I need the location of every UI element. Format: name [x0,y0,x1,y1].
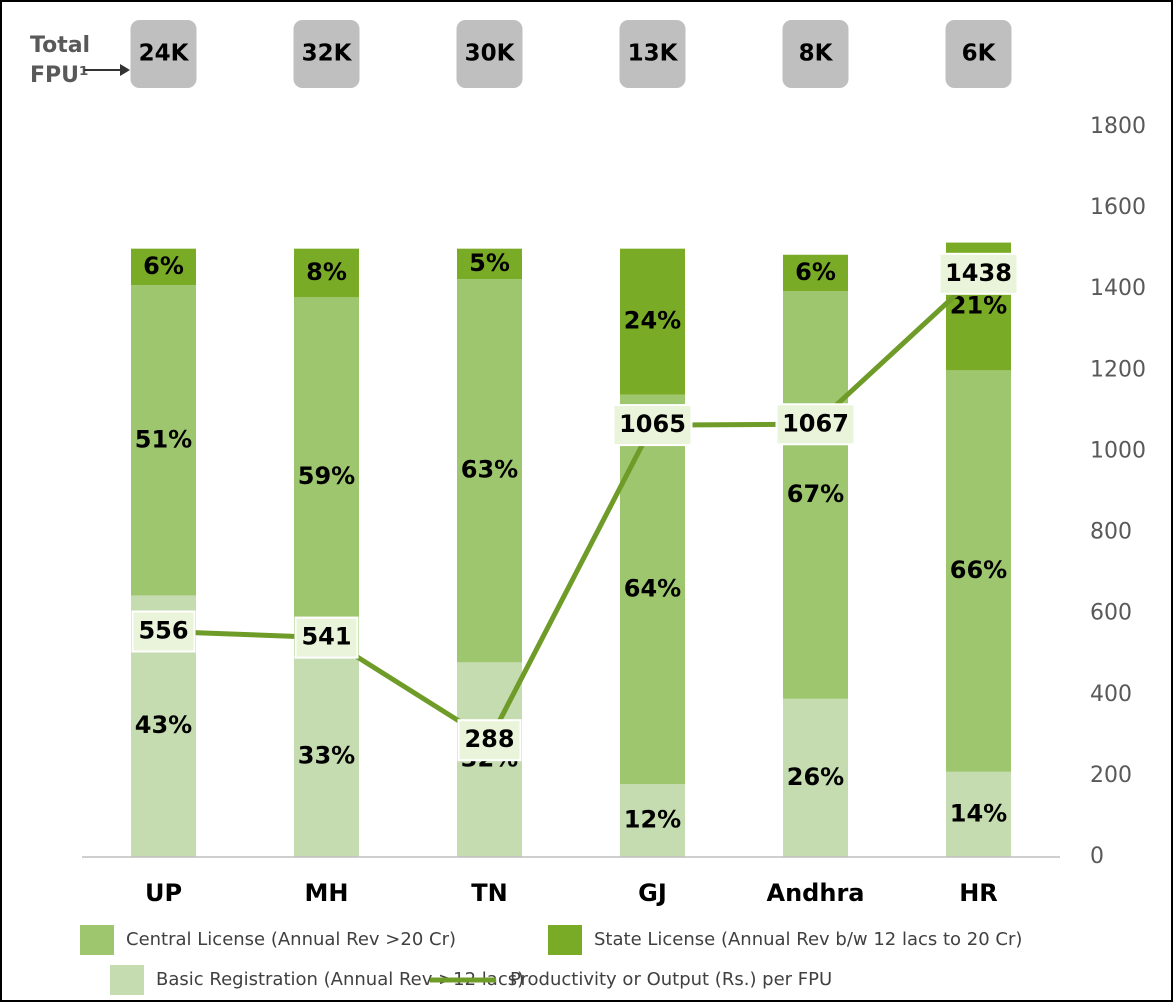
line-label-box [612,404,693,447]
fpu-box [619,20,686,88]
y2-tick-label: 800 [1090,520,1132,545]
legend-label: State License (Annual Rev b/w 12 lacs to… [594,929,1022,950]
bar-segment [294,248,359,298]
bar-segment [783,291,848,699]
line-label-box [457,719,522,762]
x-tick-label: MH [305,879,349,907]
y2-tick-label: 0 [1090,844,1104,869]
line-label-box [938,252,1019,295]
bar-label: 51% [135,425,192,453]
y2-tick-label: 1800 [1090,114,1146,139]
fpu-title: FPU¹ [30,63,89,88]
fpu-label: 32K [302,41,353,67]
bar-label: 12% [624,806,681,834]
fpu-box [945,20,1012,88]
line-label: 541 [301,623,351,651]
x-tick-label: Andhra [767,879,865,907]
bar-segment [620,248,685,395]
y2-tick-label: 1200 [1090,357,1146,382]
line-label: 1067 [782,409,849,437]
bar-label: 33% [298,742,355,770]
fpu-label: 6K [962,41,997,67]
legend-swatch [80,925,114,955]
bar-segment [783,254,848,292]
bar-label: 21% [950,291,1007,319]
y2-tick-label: 200 [1090,763,1132,788]
line [163,271,981,744]
bar-label: 67% [787,480,844,508]
x-tick-label: TN [471,879,507,907]
bar-segment [946,771,1011,857]
bar-segment [294,656,359,857]
bar-label: 6% [143,252,184,280]
bar-label: 43% [135,711,192,739]
fpu-box [456,20,523,88]
fpu-label: 13K [628,41,679,67]
bar-segment [294,297,359,657]
line-label: 556 [138,617,188,645]
bar-label: 24% [624,307,681,335]
y2-tick-label: 1600 [1090,195,1146,220]
bar-segment [457,248,522,280]
bar-label: 59% [298,462,355,490]
line-label-box [294,616,359,659]
fpu-label: 8K [799,41,834,67]
line-label-box [775,403,856,446]
bar-label: 63% [461,456,518,484]
fpu-label: 24K [139,41,190,67]
fpu-box [782,20,849,88]
bar-segment [457,279,522,663]
line-label-box [131,610,196,653]
bar-label: 26% [787,763,844,791]
bar-label: 64% [624,574,681,602]
bar-segment [131,285,196,596]
bar-segment [620,394,685,784]
x-tick-label: GJ [638,879,667,907]
legend-swatch [110,965,144,995]
fpu-box [293,20,360,88]
bar-segment [946,370,1011,772]
fpu-label: 30K [465,41,516,67]
fpu-arrow-head [120,64,130,76]
legend-swatch [548,925,582,955]
bar-label: 14% [950,799,1007,827]
y2-tick-label: 1400 [1090,276,1146,301]
line-label: 1438 [945,259,1012,287]
x-tick-label: HR [959,879,998,907]
legend-label: Basic Registration (Annual Rev >12 lacs) [156,969,524,990]
bar-label: 8% [306,258,347,286]
fpu-title: Total [30,33,90,58]
y2-tick-label: 600 [1090,601,1132,626]
line-label: 1065 [619,410,686,438]
bar-label: 6% [795,258,836,286]
legend-label: Productivity or Output (Rs.) per FPU [510,969,832,990]
bar-segment [131,248,196,286]
y2-tick-label: 400 [1090,682,1132,707]
bar-label: 66% [950,556,1007,584]
line-label: 288 [464,725,514,753]
legend-label: Central License (Annual Rev >20 Cr) [126,929,456,950]
bar-segment [783,698,848,857]
bar-label: 5% [469,249,510,277]
fpu-box [130,20,197,88]
x-tick-label: UP [145,879,182,907]
y2-tick-label: 1000 [1090,438,1146,463]
bar-segment [620,784,685,857]
